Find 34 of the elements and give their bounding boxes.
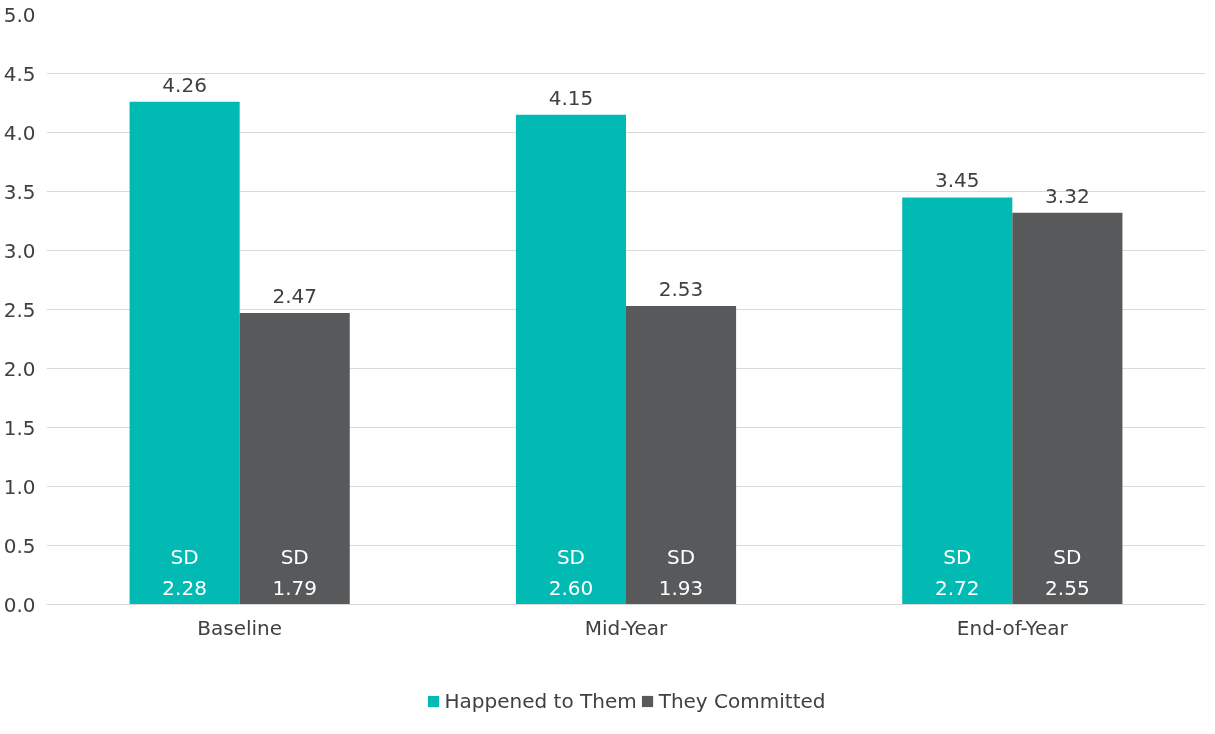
annotation: SD 2.60 [548,545,594,601]
x-tick-label: Mid-Year [584,615,669,640]
y-tick-label: 3.0 [3,238,36,263]
data-label: 2.53 [658,276,704,301]
bar [129,101,240,605]
y-tick-label: 2.5 [3,297,36,322]
y-tick-label: 2.0 [3,356,36,381]
annotation: SD 1.93 [658,545,704,601]
y-tick-label: 3.5 [3,179,36,204]
y-tick-label: 0.0 [3,592,36,617]
y-tick-label: 1.5 [3,415,36,440]
bar [515,114,626,605]
y-tick-label: 5.0 [3,2,36,27]
bar [1012,212,1123,605]
annotation: SD 1.79 [272,545,317,601]
data-label: 4.26 [162,72,207,97]
y-tick-label: 4.5 [3,61,36,86]
legend-label: Happened to Them [444,688,637,713]
annotation: SD 2.28 [162,545,207,601]
bar [239,313,350,605]
legend-label: They Committed [658,688,826,713]
x-tick-label: Baseline [197,615,283,640]
y-tick-label: 4.0 [3,120,36,145]
data-label: 2.47 [272,284,317,309]
data-label: 3.32 [1045,183,1090,208]
y-tick-label: 0.5 [3,533,36,558]
annotation: SD 2.55 [1045,545,1090,601]
bar [902,197,1013,605]
data-label: 4.15 [548,85,594,110]
x-tick-label: End-of-Year [956,615,1069,640]
data-label: 3.45 [935,168,980,193]
bar [626,305,737,605]
y-tick-label: 1.0 [3,474,36,499]
annotation: SD 2.72 [935,545,980,601]
